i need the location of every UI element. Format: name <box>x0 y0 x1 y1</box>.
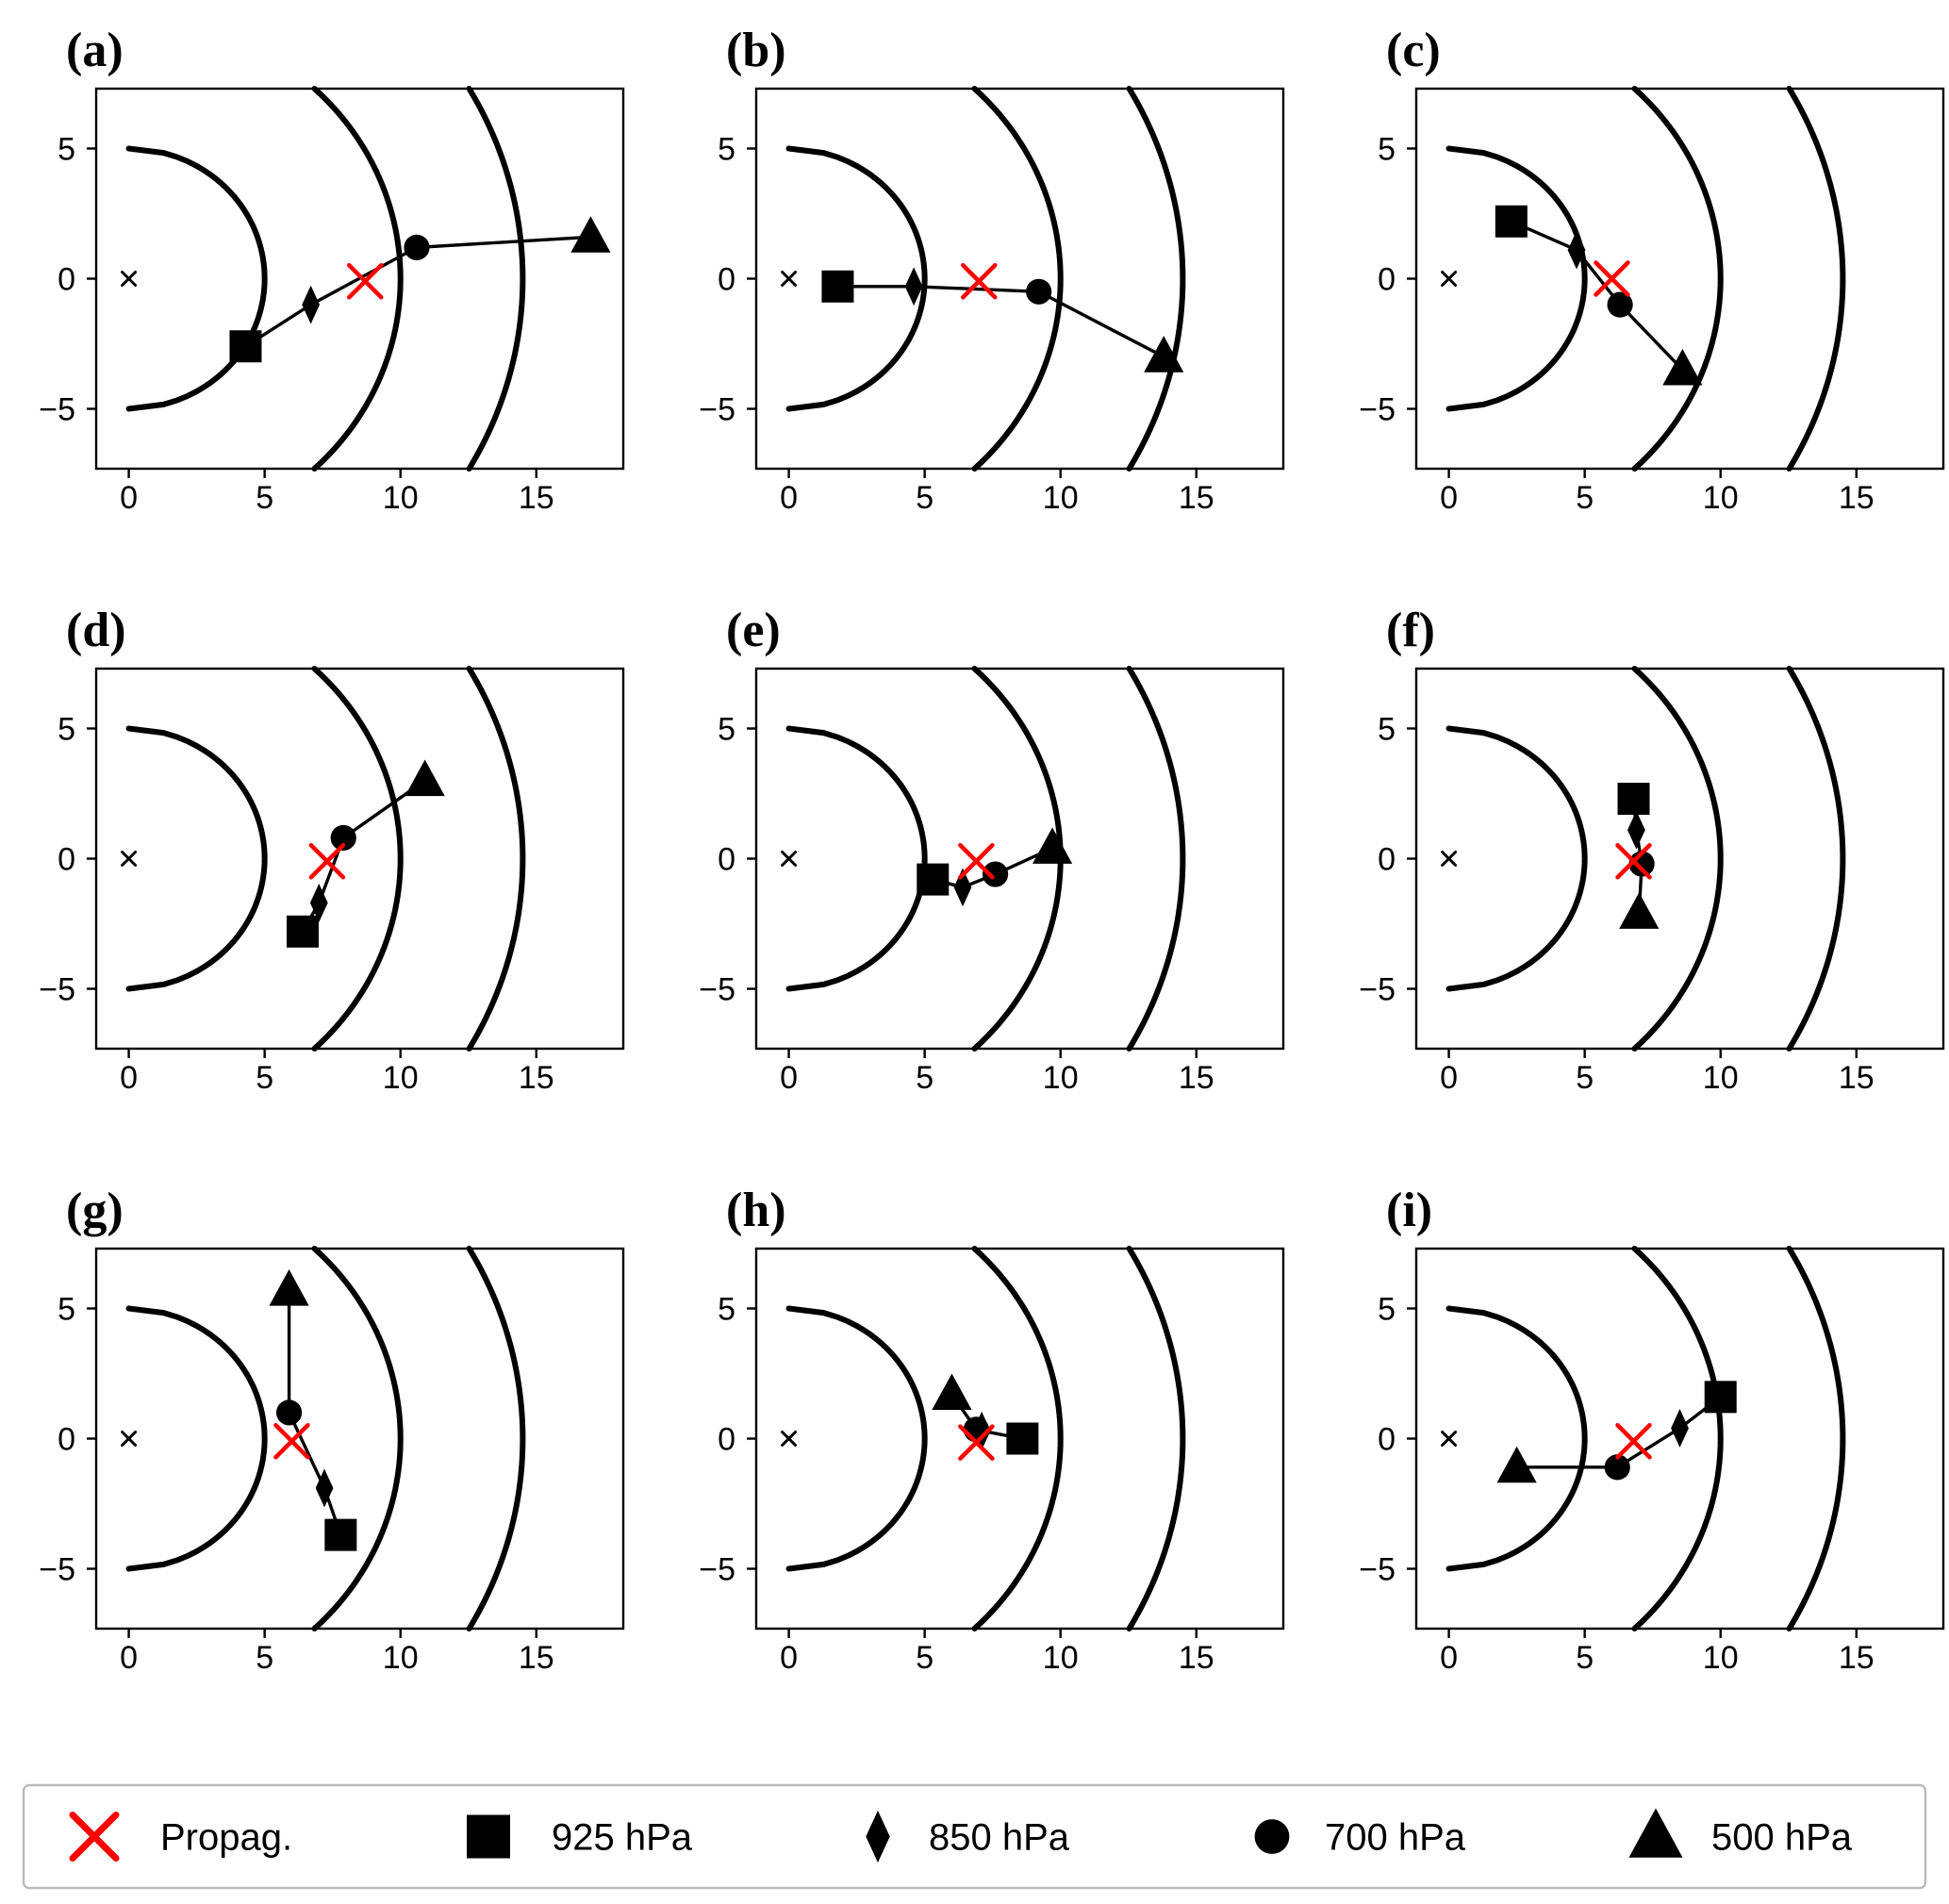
svg-text:−5: −5 <box>699 972 735 1008</box>
svg-text:5: 5 <box>1378 131 1396 167</box>
svg-text:(f): (f) <box>1386 604 1435 657</box>
svg-text:15: 15 <box>519 480 554 516</box>
svg-text:5: 5 <box>1576 1060 1594 1096</box>
svg-text:0: 0 <box>780 1640 798 1676</box>
svg-text:5: 5 <box>718 131 735 167</box>
svg-text:0: 0 <box>58 1422 75 1458</box>
svg-text:700 hPa: 700 hPa <box>1325 1817 1466 1859</box>
svg-text:0: 0 <box>1378 262 1396 298</box>
svg-text:5: 5 <box>58 711 75 747</box>
svg-text:15: 15 <box>1179 1060 1214 1096</box>
svg-text:−5: −5 <box>39 972 75 1008</box>
svg-text:5: 5 <box>718 1291 735 1327</box>
svg-text:5: 5 <box>58 1291 75 1327</box>
svg-text:−5: −5 <box>39 392 75 428</box>
svg-text:5: 5 <box>916 1060 933 1096</box>
svg-text:0: 0 <box>120 1640 138 1676</box>
svg-text:0: 0 <box>1440 480 1458 516</box>
svg-text:0: 0 <box>1440 1060 1458 1096</box>
svg-text:(e): (e) <box>726 604 781 657</box>
svg-text:−5: −5 <box>699 1552 735 1588</box>
svg-text:0: 0 <box>1378 842 1396 878</box>
svg-text:(d): (d) <box>66 604 126 657</box>
svg-text:0: 0 <box>58 842 75 878</box>
svg-text:(a): (a) <box>66 24 124 77</box>
svg-text:15: 15 <box>1839 1640 1875 1676</box>
svg-text:5: 5 <box>1576 1640 1594 1676</box>
svg-text:15: 15 <box>1179 1640 1214 1676</box>
svg-text:0: 0 <box>120 480 138 516</box>
svg-text:0: 0 <box>718 1422 735 1458</box>
svg-text:10: 10 <box>1703 1640 1739 1676</box>
svg-text:(b): (b) <box>726 24 786 77</box>
svg-text:5: 5 <box>256 480 273 516</box>
svg-text:5: 5 <box>718 711 735 747</box>
svg-text:(c): (c) <box>1386 24 1441 77</box>
svg-text:5: 5 <box>1576 480 1594 516</box>
svg-text:850 hPa: 850 hPa <box>929 1817 1070 1859</box>
svg-text:10: 10 <box>1043 1060 1079 1096</box>
svg-text:15: 15 <box>519 1640 554 1676</box>
svg-text:15: 15 <box>1839 480 1875 516</box>
svg-text:10: 10 <box>383 1640 419 1676</box>
svg-text:10: 10 <box>1703 1060 1739 1096</box>
svg-text:5: 5 <box>916 1640 933 1676</box>
svg-text:−5: −5 <box>1359 392 1396 428</box>
svg-text:0: 0 <box>780 480 798 516</box>
svg-text:−5: −5 <box>39 1552 75 1588</box>
svg-text:−5: −5 <box>1359 972 1396 1008</box>
svg-text:15: 15 <box>1839 1060 1875 1096</box>
svg-text:(h): (h) <box>726 1184 786 1237</box>
svg-text:925 hPa: 925 hPa <box>552 1817 693 1859</box>
svg-text:−5: −5 <box>699 392 735 428</box>
svg-text:0: 0 <box>718 262 735 298</box>
svg-text:0: 0 <box>58 262 75 298</box>
svg-text:0: 0 <box>718 842 735 878</box>
svg-text:10: 10 <box>383 480 419 516</box>
svg-text:(g): (g) <box>66 1184 124 1237</box>
svg-text:0: 0 <box>120 1060 138 1096</box>
svg-text:15: 15 <box>519 1060 554 1096</box>
svg-text:0: 0 <box>1378 1422 1396 1458</box>
svg-text:15: 15 <box>1179 480 1214 516</box>
svg-text:0: 0 <box>1440 1640 1458 1676</box>
svg-text:5: 5 <box>916 480 933 516</box>
svg-text:−5: −5 <box>1359 1552 1396 1588</box>
svg-text:10: 10 <box>383 1060 419 1096</box>
svg-text:(i): (i) <box>1386 1184 1432 1237</box>
svg-text:5: 5 <box>256 1640 273 1676</box>
svg-text:10: 10 <box>1043 480 1079 516</box>
svg-text:5: 5 <box>256 1060 273 1096</box>
svg-text:Propag.: Propag. <box>160 1817 292 1859</box>
svg-text:500 hPa: 500 hPa <box>1711 1817 1853 1859</box>
svg-text:5: 5 <box>1378 1291 1396 1327</box>
svg-text:10: 10 <box>1043 1640 1079 1676</box>
svg-text:5: 5 <box>1378 711 1396 747</box>
svg-text:10: 10 <box>1703 480 1739 516</box>
svg-text:5: 5 <box>58 131 75 167</box>
svg-text:0: 0 <box>780 1060 798 1096</box>
